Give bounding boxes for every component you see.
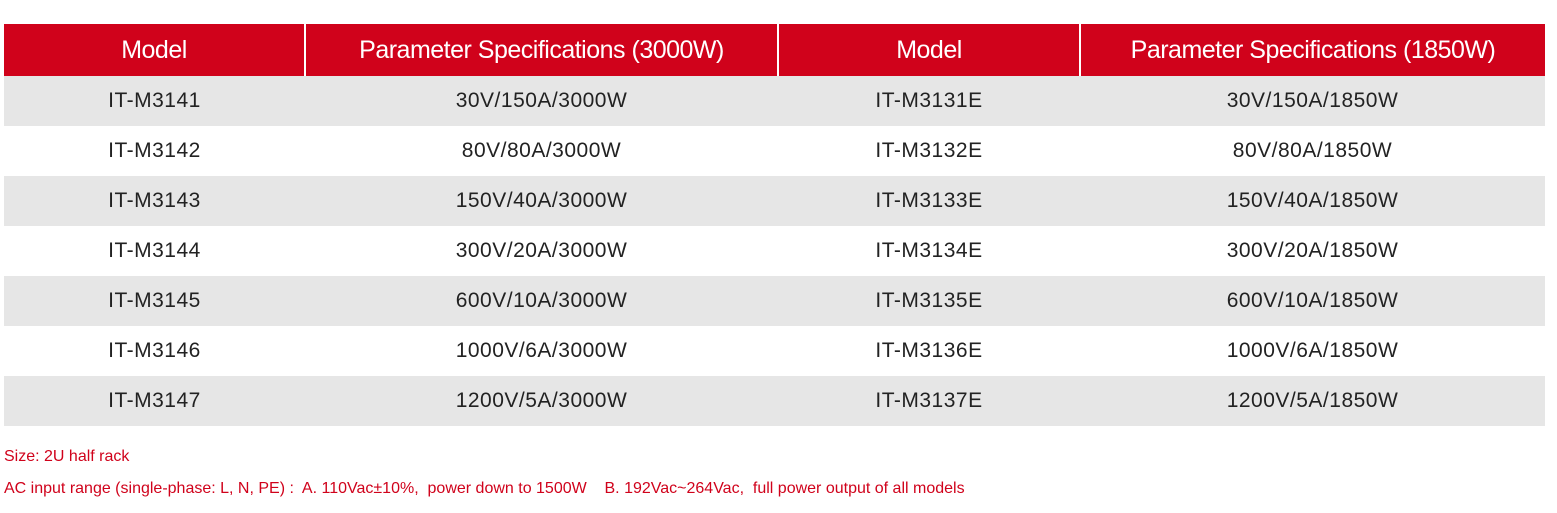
table-cell: IT-M3132E <box>875 139 983 162</box>
header-cell: Parameter Specifications (1850W) <box>1079 24 1545 76</box>
table-cell: IT-M3142 <box>108 139 201 162</box>
table-cell: 600V/10A/1850W <box>1080 276 1545 326</box>
table-cell: 150V/40A/1850W <box>1080 176 1545 226</box>
spec-table: Model Parameter Specifications (3000W) Mod… <box>4 24 1545 426</box>
table-body: IT-M3141 30V/150A/3000W IT-M3131E 30V/150A/… <box>4 76 1545 426</box>
table-cell: 30V/150A/3000W <box>305 76 778 126</box>
table-row: IT-M3147 1200V/5A/3000W IT-M3137E 1200V/5A/… <box>4 376 1545 426</box>
table-cell: 1200V/5A/3000W <box>305 376 778 426</box>
table-cell: IT-M3131E <box>778 76 1080 126</box>
header-row: Model Parameter Specifications (3000W) Mod… <box>4 24 1545 76</box>
table-cell: IT-M3133E <box>778 176 1080 226</box>
table-cell: IT-M3147 <box>4 376 305 426</box>
table-cell: 300V/20A/1850W <box>1226 239 1399 262</box>
table-cell: IT-M3134E <box>875 239 983 262</box>
note: AC input range (single-phase: L, N, PE) … <box>4 480 965 497</box>
table-cell: 300V/20A/3000W <box>455 239 628 262</box>
table-row: IT-M3146 1000V/6A/3000W IT-M3136E 1000V/6A/… <box>4 326 1545 376</box>
table-cell: IT-M3144 <box>108 239 201 262</box>
table-cell: 1000V/6A/1850W <box>1226 339 1399 362</box>
table-cell: 1000V/6A/3000W <box>455 339 628 362</box>
table-cell: IT-M3146 <box>108 339 201 362</box>
note: Size: 2U half rack <box>4 448 130 465</box>
header-cell: Model <box>777 24 1080 76</box>
table-cell: 80V/80A/3000W <box>461 139 622 162</box>
table-cell: IT-M3143 <box>4 176 305 226</box>
table-cell: 30V/150A/1850W <box>1080 76 1545 126</box>
header-cell: Parameter Specifications (3000W) <box>304 24 778 76</box>
table-cell: IT-M3145 <box>4 276 305 326</box>
table-row: IT-M3141 30V/150A/3000W IT-M3131E 30V/150A/… <box>4 76 1545 126</box>
header-cell: Model <box>4 24 305 76</box>
table-cell: IT-M3135E <box>778 276 1080 326</box>
table-cell: 80V/80A/1850W <box>1232 139 1393 162</box>
table-row: IT-M3142 80V/80A/3000W IT-M3132E 80V/80A/18… <box>4 126 1545 176</box>
table-cell: IT-M3136E <box>875 339 983 362</box>
table-row: IT-M3144 300V/20A/3000W IT-M3134E 300V/20A/… <box>4 226 1545 276</box>
table-row: IT-M3145 600V/10A/3000W IT-M3135E 600V/10A/… <box>4 276 1545 326</box>
table-cell: 600V/10A/3000W <box>305 276 778 326</box>
table-cell: IT-M3137E <box>778 376 1080 426</box>
table-cell: 1200V/5A/1850W <box>1080 376 1545 426</box>
table-cell: 150V/40A/3000W <box>305 176 778 226</box>
table-row: IT-M3143 150V/40A/3000W IT-M3133E 150V/40A/… <box>4 176 1545 226</box>
table-cell: IT-M3141 <box>4 76 305 126</box>
